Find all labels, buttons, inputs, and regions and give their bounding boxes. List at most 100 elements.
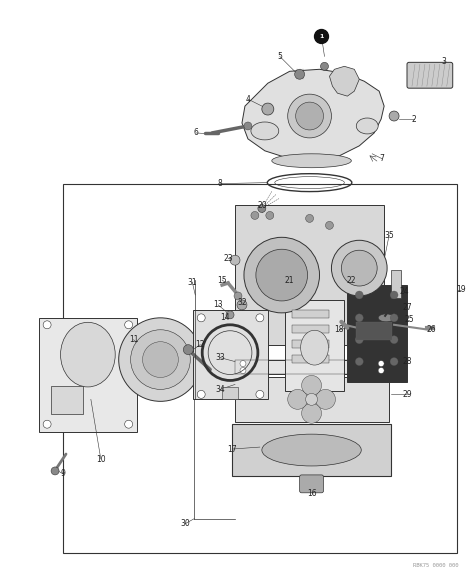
Ellipse shape xyxy=(251,122,279,140)
Text: 32: 32 xyxy=(237,298,247,307)
Polygon shape xyxy=(242,69,384,161)
Bar xyxy=(292,325,329,333)
Circle shape xyxy=(389,111,399,121)
Circle shape xyxy=(258,204,266,212)
Text: 25: 25 xyxy=(404,316,414,324)
Bar xyxy=(235,378,389,422)
Circle shape xyxy=(316,390,336,409)
Ellipse shape xyxy=(356,118,378,134)
FancyBboxPatch shape xyxy=(300,475,323,493)
Circle shape xyxy=(331,240,387,296)
Text: 6: 6 xyxy=(194,129,199,137)
Circle shape xyxy=(326,221,333,229)
Text: 12: 12 xyxy=(195,340,205,349)
Ellipse shape xyxy=(378,314,394,322)
Ellipse shape xyxy=(61,323,115,387)
Text: 8: 8 xyxy=(218,179,222,188)
Bar xyxy=(292,310,329,318)
Ellipse shape xyxy=(262,434,361,466)
Circle shape xyxy=(320,63,328,70)
Circle shape xyxy=(262,103,274,115)
Circle shape xyxy=(356,358,363,365)
Bar xyxy=(222,387,238,400)
Text: 18: 18 xyxy=(335,325,344,334)
Circle shape xyxy=(301,404,321,423)
Text: 19: 19 xyxy=(456,285,465,295)
Circle shape xyxy=(43,321,51,329)
Circle shape xyxy=(234,292,242,300)
Bar xyxy=(235,360,389,375)
Circle shape xyxy=(244,237,319,313)
Circle shape xyxy=(390,291,398,299)
Text: 26: 26 xyxy=(426,325,436,334)
Circle shape xyxy=(390,336,398,344)
Text: 22: 22 xyxy=(346,276,356,284)
Bar xyxy=(39,318,137,432)
Text: 31: 31 xyxy=(187,277,197,287)
Text: 7: 7 xyxy=(380,154,384,163)
Bar xyxy=(235,360,389,375)
Text: 28: 28 xyxy=(402,357,412,366)
Bar xyxy=(391,270,401,298)
Text: 2: 2 xyxy=(411,115,416,123)
Polygon shape xyxy=(329,67,359,96)
Text: 23: 23 xyxy=(223,254,233,263)
Bar xyxy=(292,340,329,347)
Circle shape xyxy=(183,345,193,354)
Circle shape xyxy=(315,30,328,43)
Circle shape xyxy=(378,361,384,367)
Text: 5: 5 xyxy=(277,52,282,61)
Text: 1: 1 xyxy=(319,34,324,39)
Text: 15: 15 xyxy=(217,276,227,284)
Circle shape xyxy=(131,330,190,390)
Text: 24: 24 xyxy=(399,288,409,296)
Circle shape xyxy=(390,314,398,322)
Circle shape xyxy=(240,361,246,367)
Text: 13: 13 xyxy=(213,301,223,309)
Text: 20: 20 xyxy=(257,201,267,210)
Circle shape xyxy=(378,368,384,373)
Circle shape xyxy=(251,211,259,219)
Text: 16: 16 xyxy=(307,489,316,499)
Circle shape xyxy=(288,94,331,138)
Bar xyxy=(235,206,384,345)
Circle shape xyxy=(240,368,246,373)
Circle shape xyxy=(256,249,308,301)
Circle shape xyxy=(256,314,264,322)
Text: 11: 11 xyxy=(129,335,138,344)
Circle shape xyxy=(341,250,377,286)
Circle shape xyxy=(356,291,363,299)
Bar xyxy=(356,322,392,340)
Bar xyxy=(63,184,457,554)
Circle shape xyxy=(143,342,178,378)
Circle shape xyxy=(226,311,234,319)
Text: 29: 29 xyxy=(402,390,412,399)
Bar xyxy=(285,300,345,391)
Circle shape xyxy=(296,102,323,130)
Circle shape xyxy=(197,314,205,322)
Circle shape xyxy=(356,336,363,344)
Text: 33: 33 xyxy=(215,353,225,362)
Text: 4: 4 xyxy=(246,94,250,104)
Circle shape xyxy=(43,420,51,428)
Circle shape xyxy=(295,69,305,79)
Text: 35: 35 xyxy=(384,231,394,240)
Circle shape xyxy=(301,376,321,395)
Circle shape xyxy=(51,467,59,475)
Text: 34: 34 xyxy=(215,385,225,394)
Text: 10: 10 xyxy=(96,455,106,464)
Text: 14: 14 xyxy=(220,313,230,323)
Text: 21: 21 xyxy=(285,276,294,284)
Text: 3: 3 xyxy=(441,57,446,66)
Circle shape xyxy=(244,122,252,130)
Circle shape xyxy=(256,390,264,398)
Bar xyxy=(232,424,391,476)
Circle shape xyxy=(306,214,313,222)
Circle shape xyxy=(125,420,133,428)
Bar xyxy=(292,354,329,362)
Ellipse shape xyxy=(301,330,328,365)
Text: 9: 9 xyxy=(61,470,65,478)
Circle shape xyxy=(230,255,240,265)
Circle shape xyxy=(356,314,363,322)
Circle shape xyxy=(197,390,205,398)
